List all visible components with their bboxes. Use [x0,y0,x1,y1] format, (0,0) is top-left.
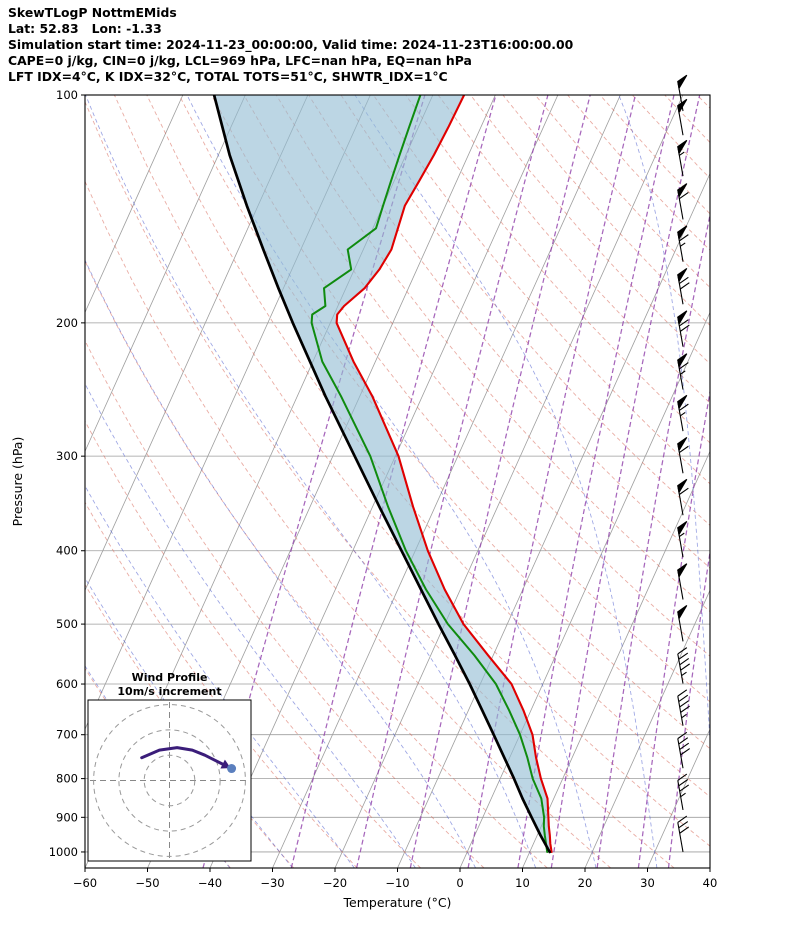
pressure-tick-label: 700 [56,728,78,742]
chart-header: SkewTLogP NottmEMids Lat: 52.83 Lon: -1.… [8,5,573,85]
hodograph-trace [140,746,225,766]
hodograph-ring [93,704,246,857]
stability-indices-line-1: CAPE=0 j/kg, CIN=0 j/kg, LCL=969 hPa, LF… [8,52,472,68]
parcel-line [212,95,552,854]
pressure-tick-label: 1000 [49,845,78,859]
pressure-tick-label: 300 [56,449,78,463]
temperature-tick-label: −20 [323,876,347,890]
pressure-tick-label: 400 [56,544,78,558]
temperature-tick-label: 0 [456,876,463,890]
temperature-tick-label: −40 [198,876,222,890]
hodograph-ring [143,754,196,807]
location-line: Lat: 52.83 Lon: -1.33 [8,20,162,36]
temperature-tick-label: 20 [578,876,593,890]
hodograph-end-marker [227,764,237,774]
y-axis-label: Pressure (hPa) [10,437,25,527]
hodograph-subtitle: 10m/s increment [117,685,221,698]
temperature-tick-label: 30 [640,876,655,890]
sim-time-line: Simulation start time: 2024-11-23_00:00:… [8,36,574,52]
pressure-tick-label: 500 [56,617,78,631]
hodograph-ring [118,729,221,832]
temperature-line [335,95,553,854]
temperature-tick-label: −10 [385,876,409,890]
temperature-tick-label: −30 [260,876,284,890]
pressure-tick-label: 900 [56,810,78,824]
pressure-tick-label: 600 [56,677,78,691]
wind-barbs [677,74,690,853]
cape-cin-shading [214,95,552,852]
sounding-lines [212,95,553,854]
pressure-tick-label: 100 [56,88,78,102]
pressure-tick-label: 800 [56,772,78,786]
pressure-tick-label: 200 [56,316,78,330]
temperature-tick-label: −60 [73,876,97,890]
page-title: SkewTLogP NottmEMids [8,5,177,20]
stability-indices-line-2: LFT IDX=4°C, K IDX=32°C, TOTAL TOTS=51°C… [8,68,448,84]
temperature-tick-label: 10 [515,876,530,890]
x-axis-label: Temperature (°C) [343,895,452,910]
temperature-tick-label: −50 [135,876,159,890]
hodograph-title: Wind Profile [132,671,208,684]
temperature-tick-label: 40 [703,876,718,890]
dewpoint-line [310,95,549,853]
moist-adiabat-lines [85,95,710,868]
